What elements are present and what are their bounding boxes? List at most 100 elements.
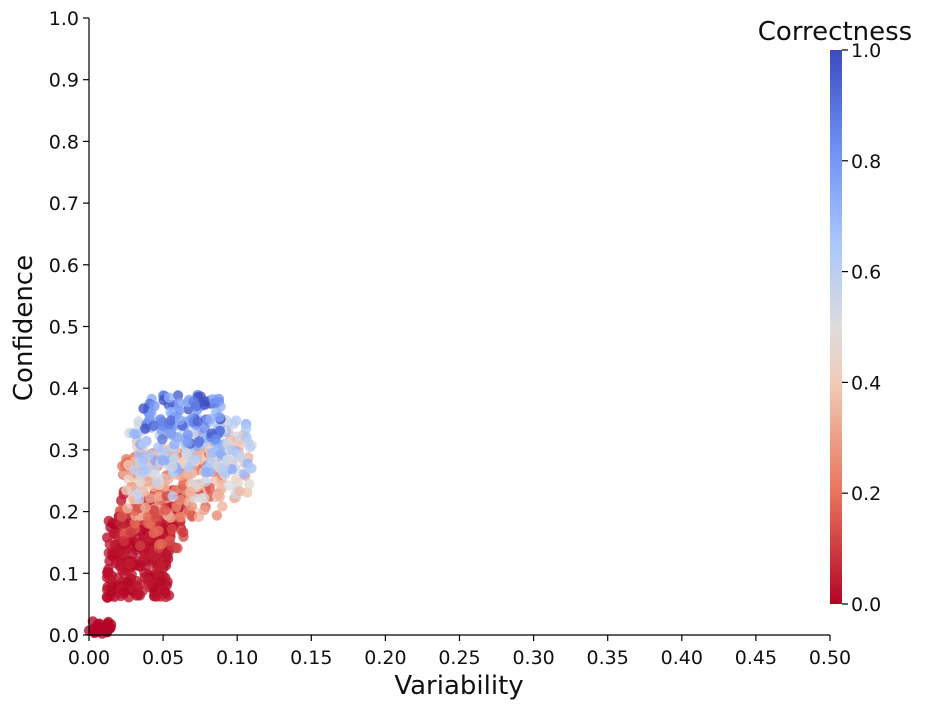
data-point <box>143 449 154 460</box>
data-point <box>118 535 130 547</box>
data-point <box>133 416 144 427</box>
colorbar-ticks: 0.0 0.2 0.4 0.6 0.8 1.0 <box>842 40 881 616</box>
data-point <box>166 523 178 535</box>
data-point <box>175 511 187 523</box>
colorbar-tick-label: 0.0 <box>851 594 881 616</box>
y-tick-label: 0.5 <box>49 317 79 339</box>
data-point <box>119 569 130 580</box>
y-tick-label: 0.9 <box>49 70 79 92</box>
x-tick-label: 0.05 <box>142 647 184 669</box>
data-point <box>218 462 230 473</box>
data-point <box>153 442 164 453</box>
data-point <box>199 504 210 516</box>
x-axis-ticks: 0.00 0.05 0.10 0.15 0.20 0.25 0.30 0.35 0.40 0.45… <box>68 635 851 669</box>
data-point <box>126 548 138 560</box>
y-tick-label: 0.2 <box>49 502 79 524</box>
y-tick-label: 0.3 <box>49 440 79 462</box>
data-point <box>213 488 224 499</box>
data-point <box>140 502 151 513</box>
data-point <box>174 414 186 426</box>
x-tick-label: 0.15 <box>290 647 332 669</box>
data-point <box>210 434 221 445</box>
x-tick-label: 0.50 <box>809 647 851 669</box>
colorbar-tick-label: 1.0 <box>851 40 881 62</box>
y-tick-label: 1.0 <box>49 8 79 30</box>
x-tick-label: 0.35 <box>587 647 629 669</box>
data-point <box>234 486 245 497</box>
data-point <box>148 420 159 431</box>
data-point <box>101 591 113 603</box>
y-tick-label: 0.7 <box>49 193 79 215</box>
data-point <box>167 491 178 502</box>
data-point <box>163 392 175 403</box>
data-point <box>174 397 185 409</box>
data-point <box>169 453 180 464</box>
y-tick-label: 0.0 <box>49 625 79 647</box>
data-point <box>149 400 160 412</box>
x-tick-label: 0.30 <box>512 647 554 669</box>
colorbar-tick-label: 0.4 <box>851 372 881 394</box>
data-point <box>135 476 146 488</box>
data-point <box>121 485 132 496</box>
data-point <box>140 423 151 434</box>
data-point <box>122 577 133 588</box>
data-point <box>185 486 196 497</box>
data-point <box>244 478 255 490</box>
y-tick-label: 0.4 <box>49 378 79 400</box>
data-point <box>160 586 171 597</box>
data-point <box>199 399 210 410</box>
data-point <box>214 411 225 423</box>
data-point <box>196 493 207 504</box>
data-point <box>205 413 216 425</box>
data-point <box>161 549 172 561</box>
data-point <box>200 466 212 478</box>
colorbar-tick-label: 0.2 <box>851 483 881 505</box>
data-point <box>199 423 210 434</box>
data-point <box>192 416 203 427</box>
data-point <box>129 428 140 440</box>
data-point <box>194 436 205 447</box>
data-point <box>244 441 256 453</box>
data-point <box>149 469 161 480</box>
colorbar: Correctness 0.0 0.2 0.4 0.6 0.8 1.0 <box>758 17 912 616</box>
data-point <box>181 448 192 459</box>
data-point <box>153 525 164 536</box>
x-tick-label: 0.45 <box>735 647 777 669</box>
colorbar-gradient <box>830 50 842 604</box>
data-point <box>104 556 115 567</box>
data-point <box>122 503 133 514</box>
y-axis-ticks: 0.0 0.1 0.2 0.3 0.4 0.5 0.6 0.7 0.8 0.9 1.0 <box>49 8 89 647</box>
data-point <box>169 438 180 450</box>
data-point <box>155 560 166 571</box>
x-tick-label: 0.20 <box>364 647 406 669</box>
data-point <box>107 546 118 558</box>
data-point <box>156 576 167 587</box>
data-point <box>157 434 168 445</box>
data-point <box>134 590 145 601</box>
y-tick-label: 0.8 <box>49 131 79 153</box>
x-tick-label: 0.25 <box>438 647 480 669</box>
data-point <box>138 465 149 477</box>
x-axis-label: Variability <box>394 671 523 701</box>
data-point <box>118 586 130 598</box>
data-point <box>104 539 115 550</box>
data-point <box>129 517 141 529</box>
data-point <box>104 623 116 634</box>
x-tick-label: 0.40 <box>661 647 703 669</box>
data-point <box>139 552 150 563</box>
data-point <box>109 591 120 602</box>
x-tick-label: 0.00 <box>68 647 110 669</box>
data-point <box>126 569 137 580</box>
data-point <box>135 561 146 572</box>
data-point <box>165 415 177 426</box>
data-point <box>225 444 237 455</box>
data-point <box>230 473 242 484</box>
data-point <box>154 539 165 550</box>
data-point <box>228 418 239 430</box>
colorbar-tick-label: 0.6 <box>851 262 881 284</box>
data-point <box>116 511 128 522</box>
data-point <box>142 574 154 585</box>
data-point <box>223 480 235 491</box>
y-axis-label: Confidence <box>9 255 39 401</box>
data-point <box>207 447 218 458</box>
